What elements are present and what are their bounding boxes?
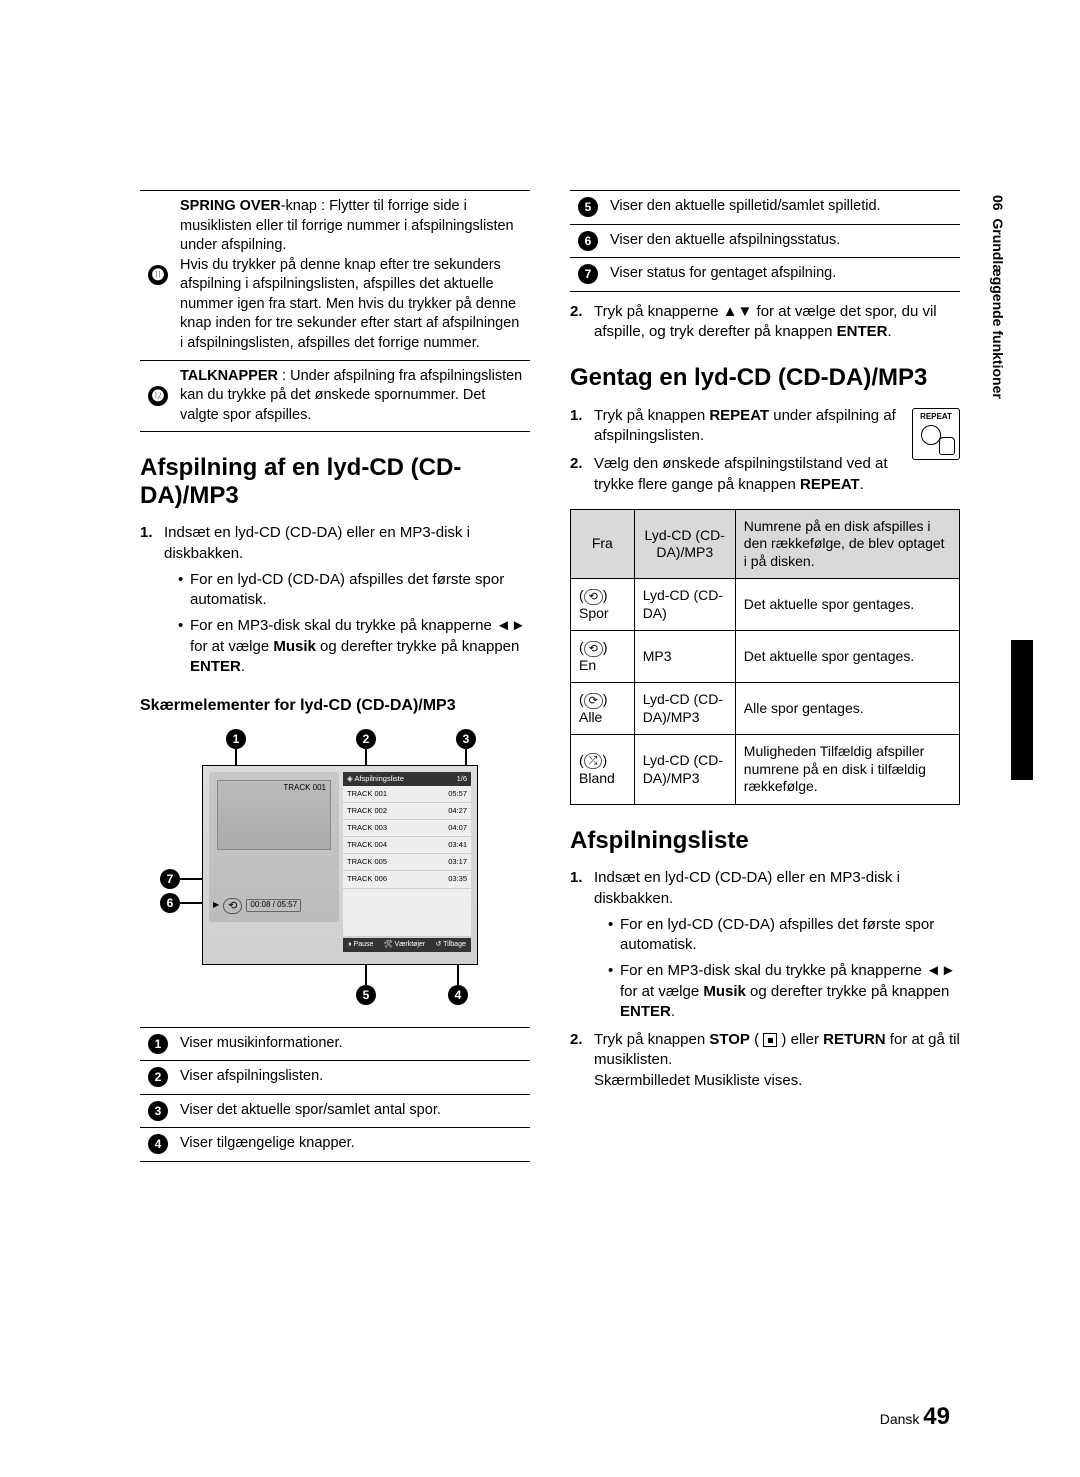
grid-r3c1: (⟲) En xyxy=(571,631,635,683)
subheading-screen-elements: Skærmelementer for lyd-CD (CD-DA)/MP3 xyxy=(140,695,530,717)
page-footer: Dansk 49 xyxy=(880,1403,950,1431)
grid-r4c1: (⟳) Alle xyxy=(571,683,635,735)
legend-table-left: 1Viser musikinformationer. 2Viser afspil… xyxy=(140,1027,530,1162)
playlist: ◈ Afspilningsliste1/6 TRACK 00105:57 TRA… xyxy=(343,772,471,936)
grid-r2c3: Det aktuelle spor gentages. xyxy=(735,579,959,631)
step-2: 2.Tryk på knapperne ▲▼ for at vælge det … xyxy=(570,302,960,343)
left-column: ⓫ SPRING OVER-knap : Flytter til forrige… xyxy=(140,190,530,1162)
step-1: 1.Indsæt en lyd-CD (CD-DA) eller en MP3-… xyxy=(140,523,530,677)
callout-2: 2 xyxy=(356,729,376,749)
status-bar: ▶⟲ 00:08 / 05:57 xyxy=(213,898,301,914)
row-11-text: SPRING OVER-knap : Flytter til forrige s… xyxy=(176,191,530,361)
right-column: 5Viser den aktuelle spilletid/samlet spi… xyxy=(570,190,960,1162)
callout-5: 5 xyxy=(356,985,376,1005)
legend-6: Viser den aktuelle afspilningsstatus. xyxy=(606,224,960,258)
screen-diagram: 1 2 3 7 6 5 4 TRACK 001 ▶⟲ 00:08 / 05:57 xyxy=(160,729,510,1009)
button-description-table: ⓫ SPRING OVER-knap : Flytter til forrige… xyxy=(140,190,530,432)
callout-4: 4 xyxy=(448,985,468,1005)
legend-7: Viser status for gentaget afspilning. xyxy=(606,258,960,292)
grid-h1: Fra xyxy=(571,509,635,579)
screen-mock: TRACK 001 ▶⟲ 00:08 / 05:57 ◈ Afspilnings… xyxy=(202,765,478,965)
side-chapter: 06 Grundlæggende funktioner xyxy=(990,195,1006,399)
step-1-bullet-2: For en MP3-disk skal du trykke på knappe… xyxy=(178,616,530,677)
grid-r3c2: MP3 xyxy=(634,631,735,683)
thumb-index xyxy=(1011,640,1033,780)
callout-7: 7 xyxy=(160,869,180,889)
track-image: TRACK 001 xyxy=(217,780,331,850)
manual-page: 06 Grundlæggende funktioner ⓫ SPRING OVE… xyxy=(0,0,1080,1477)
grid-r4c2: Lyd-CD (CD-DA)/MP3 xyxy=(634,683,735,735)
grid-r5c3: Muligheden Tilfældig afspiller numrene p… xyxy=(735,735,959,805)
legend-2: Viser afspilningslisten. xyxy=(176,1061,530,1095)
playlist-step-2: 2.Tryk på knappen STOP ( ) eller RETURN … xyxy=(570,1030,960,1091)
grid-r2c2: Lyd-CD (CD-DA) xyxy=(634,579,735,631)
section-heading-repeat: Gentag en lyd-CD (CD-DA)/MP3 xyxy=(570,364,960,392)
grid-h3: Numrene på en disk afspilles i den række… xyxy=(735,509,959,579)
legend-4: Viser tilgængelige knapper. xyxy=(176,1128,530,1162)
repeat-step-1: 1.Tryk på knappen REPEAT under afspilnin… xyxy=(570,406,960,447)
section-heading-playback: Afspilning af en lyd-CD (CD-DA)/MP3 xyxy=(140,454,530,509)
grid-h2: Lyd-CD (CD-DA)/MP3 xyxy=(634,509,735,579)
footer-lang: Dansk xyxy=(880,1411,920,1427)
grid-r2c1: (⟲) Spor xyxy=(571,579,635,631)
repeat-step-2: 2.Vælg den ønskede afspilningstilstand v… xyxy=(570,454,960,495)
chapter-number: 06 xyxy=(990,195,1006,211)
grid-r3c3: Det aktuelle spor gentages. xyxy=(735,631,959,683)
grid-r4c3: Alle spor gentages. xyxy=(735,683,959,735)
repeat-mode-table: Fra Lyd-CD (CD-DA)/MP3 Numrene på en dis… xyxy=(570,509,960,805)
grid-r5c2: Lyd-CD (CD-DA)/MP3 xyxy=(634,735,735,805)
legend-table-right: 5Viser den aktuelle spilletid/samlet spi… xyxy=(570,190,960,292)
step-1-bullet-1: For en lyd-CD (CD-DA) afspilles det førs… xyxy=(178,570,530,611)
footer-page: 49 xyxy=(923,1403,950,1430)
legend-1: Viser musikinformationer. xyxy=(176,1027,530,1061)
bullet-12: ⓬ xyxy=(148,386,168,406)
callout-1: 1 xyxy=(226,729,246,749)
playlist-bullet-2: For en MP3-disk skal du trykke på knappe… xyxy=(608,961,960,1022)
section-heading-playlist: Afspilningsliste xyxy=(570,827,960,855)
bullet-11: ⓫ xyxy=(148,265,168,285)
screen-buttons: ⏸ Pause 🛠 Værktøjer ↺ Tilbage xyxy=(343,938,471,952)
playlist-bullet-1: For en lyd-CD (CD-DA) afspilles det førs… xyxy=(608,915,960,956)
legend-5: Viser den aktuelle spilletid/samlet spil… xyxy=(606,191,960,225)
callout-3: 3 xyxy=(456,729,476,749)
grid-r5c1: (⤮) Bland xyxy=(571,735,635,805)
chapter-title: Grundlæggende funktioner xyxy=(990,218,1006,398)
callout-6: 6 xyxy=(160,893,180,913)
legend-3: Viser det aktuelle spor/samlet antal spo… xyxy=(176,1094,530,1128)
stop-icon xyxy=(763,1033,777,1047)
row-12-text: TALKNAPPER : Under afspilning fra afspil… xyxy=(176,360,530,432)
playlist-step-1: 1.Indsæt en lyd-CD (CD-DA) eller en MP3-… xyxy=(570,868,960,1022)
